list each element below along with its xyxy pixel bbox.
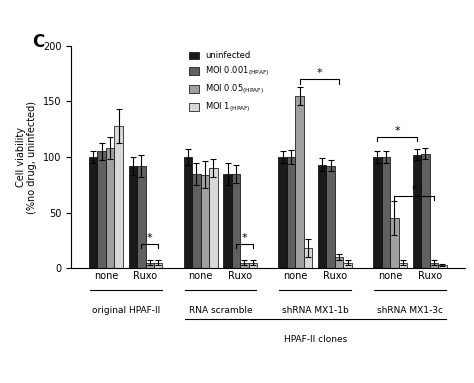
Bar (114, 126, 123, 268)
Bar (184, 157, 192, 268)
Bar (137, 166, 146, 268)
Bar (106, 148, 114, 268)
Text: *: * (317, 68, 322, 78)
Bar (89, 157, 98, 268)
Text: *: * (411, 185, 417, 195)
Y-axis label: Cell viability
(%no drug, uninfected): Cell viability (%no drug, uninfected) (16, 100, 37, 214)
Bar (192, 173, 201, 268)
Legend: uninfected, MOI 0.001$_\mathregular{(HPAF)}$, MOI 0.05$_\mathregular{(HPAF)}$, M: uninfected, MOI 0.001$_\mathregular{(HPA… (185, 48, 273, 118)
Bar (344, 263, 352, 268)
Bar (390, 218, 399, 268)
Bar (295, 96, 304, 268)
Bar (429, 263, 438, 268)
Text: C: C (32, 33, 44, 51)
Bar (146, 263, 154, 268)
Bar (223, 173, 232, 268)
Bar (98, 151, 106, 268)
Bar (201, 175, 209, 268)
Text: HPAF-II clones: HPAF-II clones (283, 335, 347, 344)
Bar (335, 257, 344, 268)
Text: shRNA MX1-3c: shRNA MX1-3c (377, 306, 443, 315)
Text: *: * (394, 126, 400, 136)
Text: RNA scramble: RNA scramble (189, 306, 252, 315)
Bar (278, 157, 287, 268)
Text: shRNA MX1-1b: shRNA MX1-1b (282, 306, 348, 315)
Bar (128, 166, 137, 268)
Bar (287, 157, 295, 268)
Bar (421, 154, 429, 268)
Bar (413, 155, 421, 268)
Bar (209, 168, 218, 268)
Bar (154, 263, 163, 268)
Bar (438, 265, 447, 268)
Text: *: * (147, 232, 153, 242)
Bar (232, 173, 240, 268)
Bar (304, 248, 312, 268)
Bar (373, 157, 382, 268)
Bar (399, 263, 407, 268)
Bar (382, 157, 390, 268)
Bar (240, 263, 249, 268)
Text: original HPAF-II: original HPAF-II (91, 306, 160, 315)
Bar (318, 165, 327, 268)
Bar (327, 166, 335, 268)
Bar (249, 263, 257, 268)
Text: *: * (242, 232, 247, 242)
